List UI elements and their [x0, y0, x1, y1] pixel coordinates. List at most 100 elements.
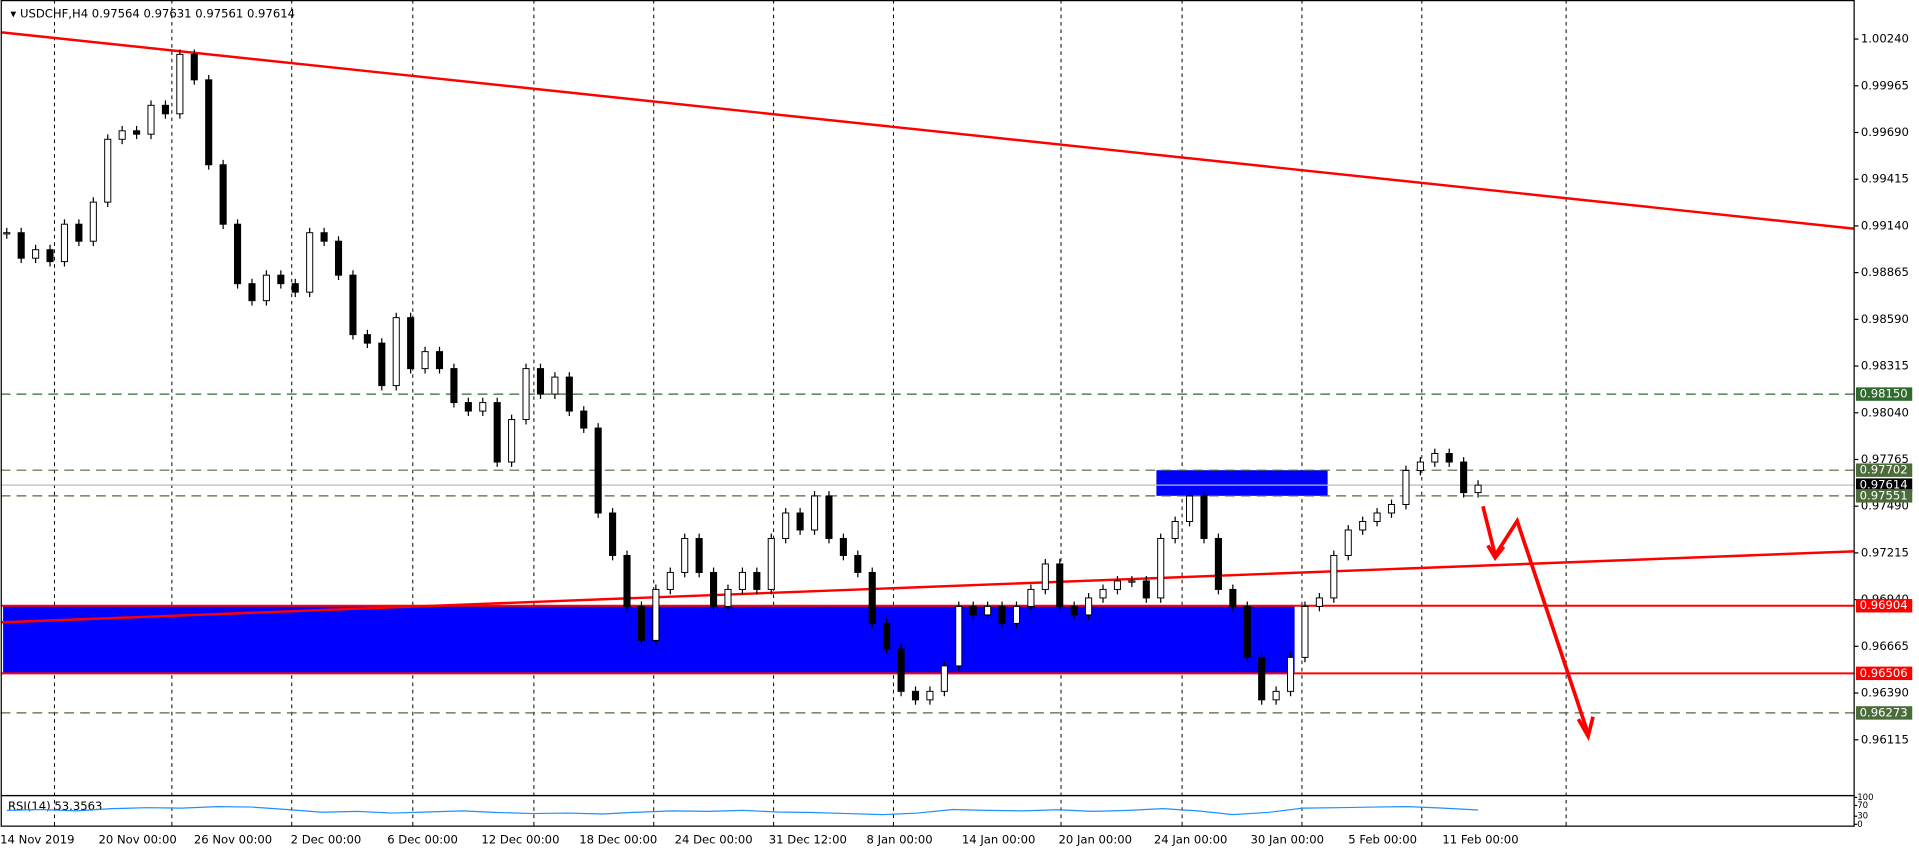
candle	[839, 537, 847, 556]
rsi-tick-label: 30	[1857, 812, 1868, 822]
x-tick-label: 2 Dec 00:00	[291, 833, 362, 847]
candle	[998, 605, 1006, 624]
x-tick-label: 14 Jan 00:00	[962, 833, 1036, 847]
candle	[493, 402, 501, 463]
forecast-arrows	[1481, 505, 1595, 742]
high: 0.97631	[144, 6, 192, 20]
candle	[710, 571, 718, 607]
candle	[724, 588, 732, 607]
y-tick-label: 0.99965	[1861, 78, 1909, 92]
y-tick-label: 1.00240	[1861, 32, 1909, 46]
rsi-tick-label: 0	[1857, 820, 1862, 830]
candle	[104, 138, 112, 203]
x-tick-label: 24 Dec 00:00	[675, 833, 753, 847]
candle	[637, 605, 645, 641]
candle	[176, 53, 184, 115]
zone	[3, 605, 1295, 674]
candle	[450, 368, 458, 404]
open: 0.97564	[92, 6, 140, 20]
candle	[1099, 588, 1107, 599]
candle	[1286, 656, 1295, 692]
candle	[681, 537, 689, 573]
candle	[1229, 588, 1237, 607]
candle	[1142, 580, 1150, 599]
candle	[652, 588, 660, 641]
y-tick-label: 0.99690	[1861, 125, 1909, 139]
level-label: 0.97614	[1860, 478, 1908, 492]
candle	[623, 554, 631, 607]
level-label-bg	[1855, 599, 1913, 613]
symbol: USDCHF,H4	[20, 6, 88, 20]
candle	[1186, 495, 1194, 522]
y-tick-label: 0.99140	[1861, 218, 1909, 232]
candle	[1272, 690, 1280, 701]
rsi-tick-label: 70	[1857, 801, 1868, 811]
x-tick-label: 24 Jan 00:00	[1154, 833, 1228, 847]
candle	[190, 53, 198, 81]
candle	[580, 410, 588, 429]
candle	[306, 232, 314, 293]
candle	[133, 130, 141, 135]
level-label: 0.96273	[1860, 705, 1908, 719]
candle	[522, 368, 530, 421]
arrow-head	[1486, 544, 1506, 561]
candle	[565, 376, 573, 412]
candle	[536, 368, 545, 395]
y-tick-label: 0.98865	[1861, 265, 1909, 279]
candle	[32, 249, 40, 259]
candle	[277, 274, 285, 285]
candle	[695, 537, 703, 573]
trendline	[0, 31, 1854, 230]
candle	[334, 240, 343, 276]
level-label-bg	[1855, 463, 1913, 477]
candle	[868, 571, 876, 624]
candle	[17, 232, 25, 259]
candle	[1445, 453, 1453, 463]
x-tick-label: 26 Nov 00:00	[194, 833, 272, 847]
y-tick-label: 0.96665	[1861, 639, 1909, 653]
y-tick-label: 0.98040	[1861, 405, 1909, 419]
candle	[118, 130, 126, 140]
level-label: 0.96506	[1860, 666, 1908, 680]
candle	[46, 249, 54, 263]
level-label: 0.96904	[1860, 598, 1908, 612]
candle	[219, 164, 227, 225]
candle	[421, 351, 429, 370]
candle	[464, 402, 472, 412]
candle	[767, 537, 775, 590]
candle	[1157, 537, 1165, 599]
candle	[1416, 461, 1424, 472]
candle	[234, 223, 242, 285]
candle	[883, 622, 891, 650]
candle	[594, 427, 602, 514]
candle	[1056, 563, 1064, 607]
x-tick-label: 8 Jan 00:00	[867, 833, 933, 847]
candle	[1474, 484, 1482, 494]
candle	[1027, 588, 1035, 607]
candle	[3, 232, 11, 235]
candle	[911, 690, 920, 701]
arrow-head	[1576, 716, 1595, 742]
level-label: 0.98150	[1860, 387, 1908, 401]
candle	[1128, 580, 1136, 583]
y-tick-label: 0.97765	[1861, 452, 1909, 466]
x-tick-label: 11 Feb 00:00	[1442, 833, 1518, 847]
candle	[782, 512, 790, 539]
y-tick-label: 0.98590	[1861, 312, 1909, 326]
arrow-path	[1481, 505, 1590, 735]
plot	[0, 0, 1854, 826]
candle	[666, 571, 674, 590]
level-label-bg	[1855, 706, 1913, 720]
candle	[147, 104, 155, 135]
candle	[435, 351, 444, 370]
level-label: 0.97702	[1860, 463, 1908, 477]
candle	[796, 512, 804, 531]
candle	[248, 283, 256, 302]
candle	[897, 648, 905, 692]
candle	[753, 571, 761, 590]
rsi-frame	[0, 794, 1855, 827]
level-label-bg	[1855, 666, 1913, 681]
x-tick-label: 20 Nov 00:00	[98, 833, 176, 847]
